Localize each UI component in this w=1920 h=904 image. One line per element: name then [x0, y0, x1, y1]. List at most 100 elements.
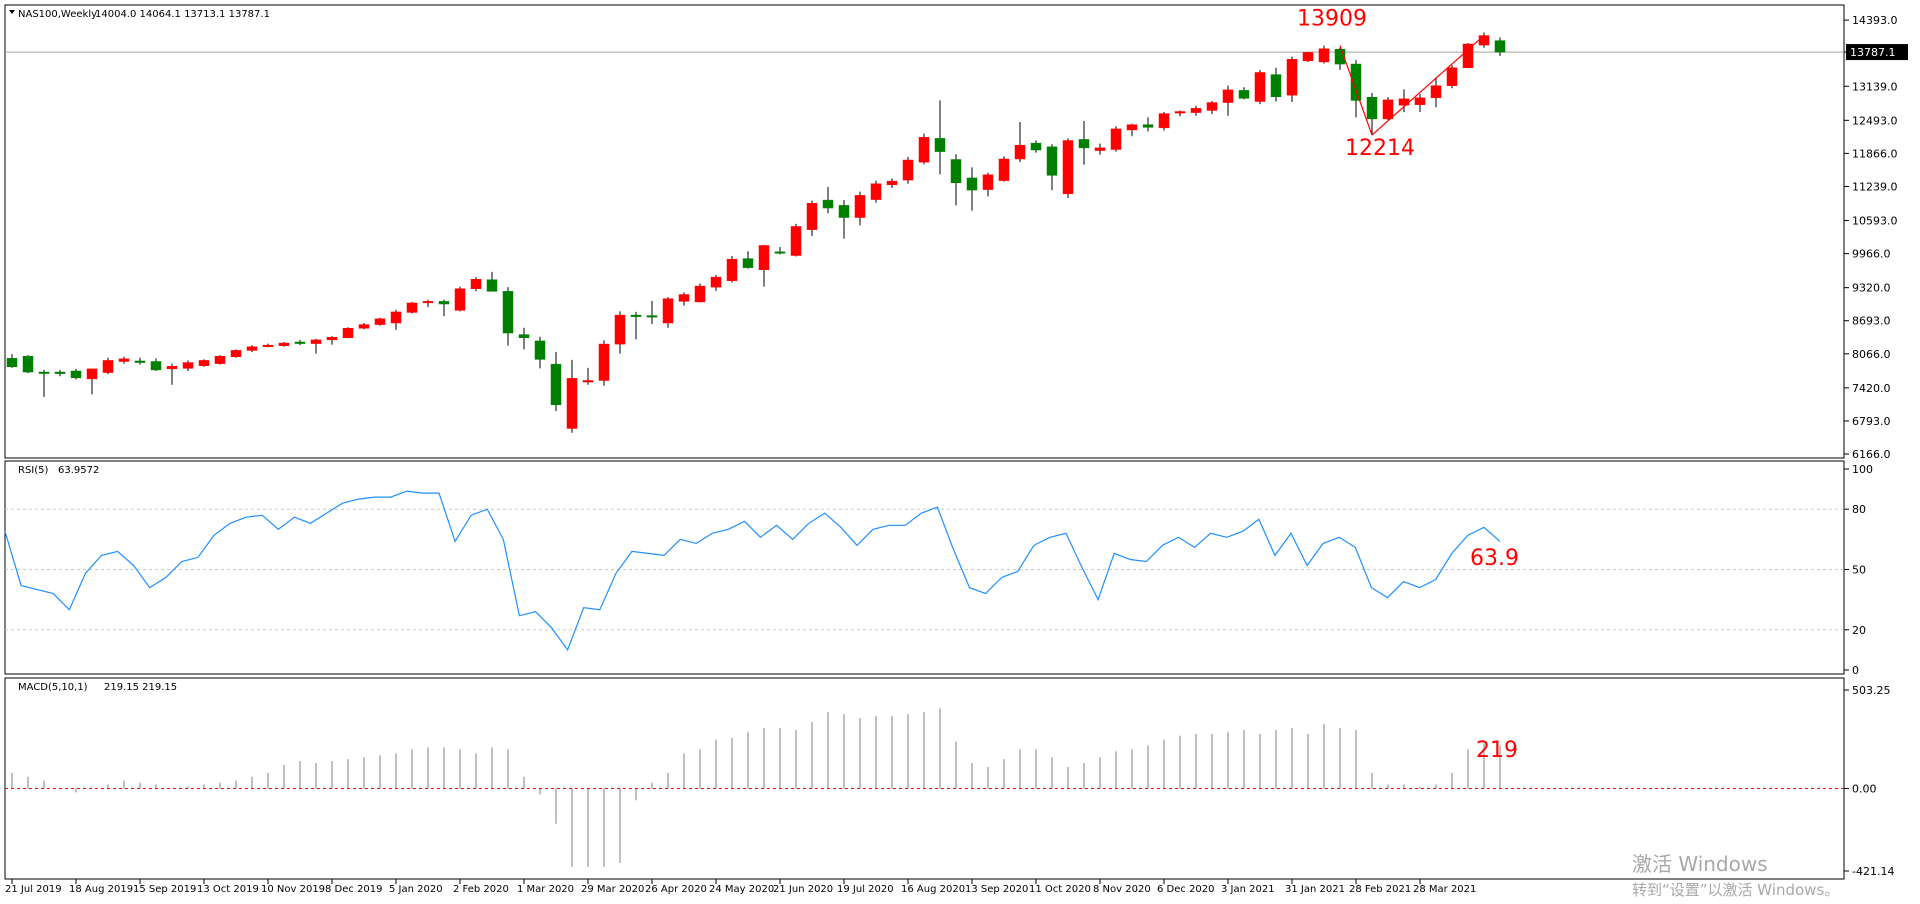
candle-body — [70, 370, 82, 379]
x-tick-label: 24 May 2020 — [709, 884, 774, 895]
candle-body — [374, 318, 386, 325]
candle-body — [342, 328, 354, 339]
price-y-tick-label: 9966.0 — [1852, 248, 1891, 261]
candle-body — [134, 360, 146, 363]
candle-body — [102, 360, 114, 373]
candle-body — [486, 279, 498, 292]
candle-body — [294, 341, 306, 344]
candle-body — [758, 245, 770, 270]
price-y-tick-label: 13139.0 — [1852, 80, 1898, 93]
candle-body — [1110, 128, 1122, 150]
price-y-tick-label: 9320.0 — [1852, 282, 1891, 295]
candle-body — [822, 199, 834, 209]
candle-body — [998, 158, 1010, 181]
x-tick-label: 13 Oct 2019 — [197, 884, 259, 895]
candle-body — [470, 278, 482, 289]
candle-body — [982, 174, 994, 190]
candle-body — [166, 365, 178, 370]
price-y-tick-label: 12493.0 — [1852, 114, 1898, 127]
macd-y-tick-label: 503.25 — [1852, 684, 1891, 697]
watermark-title: 激活 Windows — [1632, 852, 1768, 876]
candle-body — [54, 371, 66, 374]
price-y-tick-label: 11866.0 — [1852, 147, 1898, 160]
trend-line — [1371, 35, 1485, 136]
x-tick-label: 13 Sep 2020 — [965, 884, 1028, 895]
candle-body — [358, 324, 370, 329]
candle-body — [1334, 49, 1346, 65]
candle-body — [118, 358, 130, 362]
x-tick-label: 18 Aug 2019 — [69, 884, 133, 895]
candle-body — [678, 294, 690, 302]
price-annotation: 13909 — [1297, 7, 1367, 32]
candle-body — [262, 344, 274, 347]
candle-body — [1078, 139, 1090, 149]
x-tick-label: 2 Feb 2020 — [453, 884, 509, 895]
x-tick-label: 21 Jul 2019 — [5, 884, 62, 895]
candle-body — [230, 350, 242, 357]
x-tick-label: 16 Aug 2020 — [901, 884, 965, 895]
candle-body — [1430, 85, 1442, 99]
candle-body — [838, 205, 850, 218]
watermark-subtitle: 转到“设置”以激活 Windows。 — [1632, 881, 1840, 899]
price-y-tick-label: 6793.0 — [1852, 415, 1891, 428]
candle-body — [742, 258, 754, 268]
macd-annotation: 219 — [1476, 738, 1518, 763]
trend-line — [1339, 45, 1373, 136]
price-y-tick-label: 14393.0 — [1852, 14, 1898, 27]
candle-body — [1126, 124, 1138, 131]
candle-body — [150, 361, 162, 371]
rsi-y-tick-label: 100 — [1852, 463, 1873, 476]
candle-body — [646, 315, 658, 318]
collapse-triangle-icon — [9, 10, 15, 14]
price-y-tick-label: 11239.0 — [1852, 180, 1898, 193]
candle-body — [950, 159, 962, 183]
candle-body — [534, 340, 546, 360]
candle-body — [1190, 108, 1202, 113]
x-tick-label: 1 Mar 2020 — [517, 884, 574, 895]
candle-body — [198, 360, 210, 366]
candle-body — [1302, 52, 1314, 62]
x-tick-label: 21 Jun 2020 — [773, 884, 833, 895]
candle-body — [870, 183, 882, 200]
candle-body — [6, 358, 18, 368]
x-tick-label: 15 Sep 2019 — [133, 884, 196, 895]
candle-body — [902, 159, 914, 181]
candle-body — [278, 342, 290, 346]
candle-body — [214, 355, 226, 364]
x-tick-label: 29 Mar 2020 — [581, 884, 644, 895]
price-symbol-label: NAS100,Weekly — [18, 9, 97, 20]
macd-value-label: 219.15 219.15 — [104, 682, 177, 693]
candle-body — [1494, 40, 1506, 53]
current-price-box — [1846, 44, 1908, 61]
candle-body — [1174, 111, 1186, 114]
candle-body — [582, 380, 594, 383]
price-panel-frame — [4, 4, 1845, 459]
price-y-tick-label: 6166.0 — [1852, 448, 1891, 461]
price-y-tick-label: 8693.0 — [1852, 315, 1891, 328]
rsi-annotation: 63.9 — [1470, 546, 1519, 571]
rsi-y-tick-label: 80 — [1852, 503, 1866, 516]
candle-body — [86, 368, 98, 380]
candle-body — [934, 138, 946, 152]
candle-body — [598, 343, 610, 381]
x-tick-label: 8 Nov 2020 — [1093, 884, 1151, 895]
current-price-label: 13787.1 — [1850, 46, 1896, 59]
candle-body — [1046, 146, 1058, 176]
candle-body — [1030, 142, 1042, 151]
candle-body — [1366, 97, 1378, 120]
candle-body — [1446, 67, 1458, 86]
candle-body — [1094, 147, 1106, 151]
candle-body — [1350, 63, 1362, 101]
candle-body — [774, 251, 786, 254]
rsi-y-tick-label: 50 — [1852, 564, 1866, 577]
macd-panel-frame — [4, 677, 1845, 880]
price-y-tick-label: 7420.0 — [1852, 382, 1891, 395]
candle-body — [1270, 74, 1282, 97]
candle-body — [806, 203, 818, 230]
candle-body — [966, 177, 978, 191]
x-tick-label: 5 Jan 2020 — [389, 884, 443, 895]
candle-body — [1478, 35, 1490, 46]
x-tick-label: 11 Oct 2020 — [1029, 884, 1091, 895]
